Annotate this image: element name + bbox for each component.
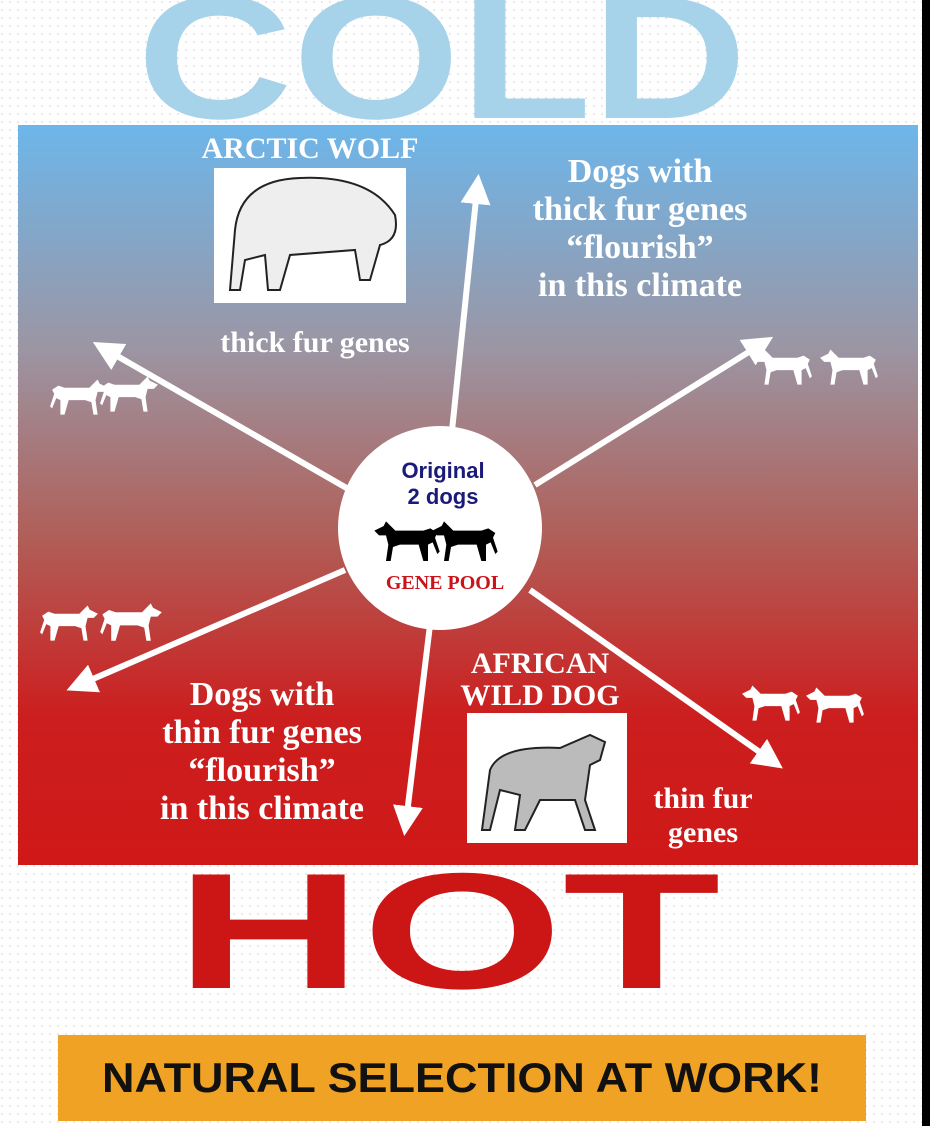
center-line: Original: [401, 458, 484, 483]
center-line: 2 dogs: [408, 484, 479, 509]
wolf-caption: thick fur genes: [220, 326, 409, 359]
text-line: “flourish”: [566, 229, 713, 266]
wild-dog-label: AFRICAN: [471, 647, 610, 680]
text-line: in this climate: [160, 790, 364, 827]
text-line: Dogs with: [568, 153, 713, 190]
gene-pool-label: GENE POOL: [386, 572, 504, 594]
text-line: thick fur genes: [533, 191, 748, 228]
wild-dog-label: WILD DOG: [460, 679, 619, 712]
banner-text: NATURAL SELECTION AT WORK!: [102, 1054, 822, 1101]
poster: COLD ARCTIC WOLF thick fur genes Dogs wi…: [0, 0, 930, 1126]
wolf-label: ARCTIC WOLF: [202, 132, 419, 165]
text-line: “flourish”: [188, 752, 335, 789]
wild-dog-caption: thin fur: [653, 782, 752, 815]
text-line: thin fur genes: [162, 714, 362, 751]
text-line: Dogs with: [190, 676, 335, 713]
bottom-left-text: Dogs with thin fur genes “flourish” in t…: [160, 676, 364, 827]
text-line: in this climate: [538, 267, 742, 304]
edge: [922, 0, 930, 1126]
hot-title: HOT: [176, 839, 721, 1023]
